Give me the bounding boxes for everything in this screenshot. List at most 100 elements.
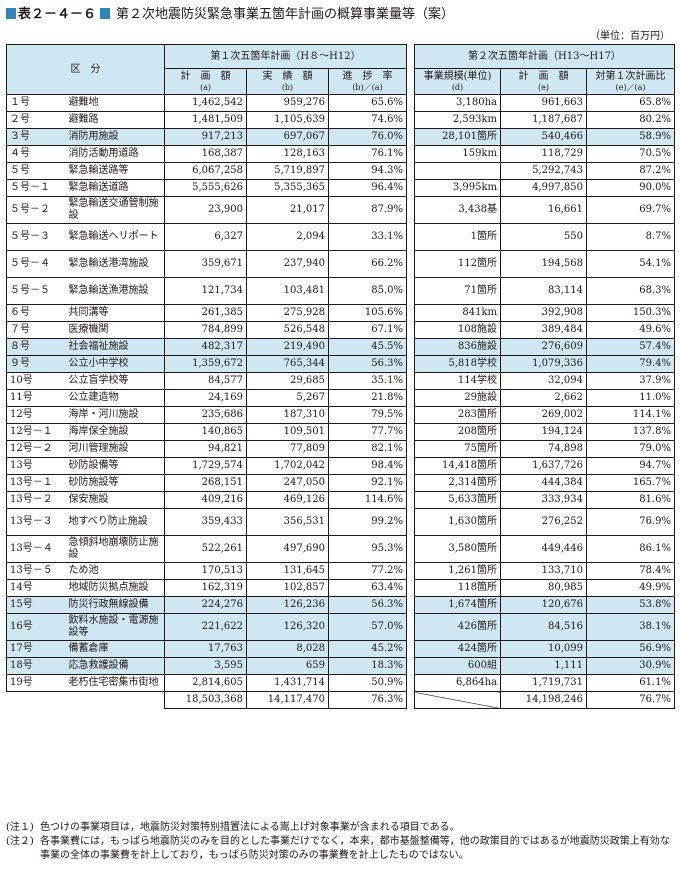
ratio-cell: 53.8% <box>586 596 675 614</box>
planned-amount-cell: 24,169 <box>164 389 247 407</box>
row-code: 13号－３ <box>6 508 67 536</box>
row-code: ８号 <box>6 338 67 356</box>
scale-cell: 3,180ha <box>414 94 501 112</box>
row-code: ５号－３ <box>6 223 67 251</box>
planned-amount-cell: 140,865 <box>164 423 247 441</box>
scale-cell <box>414 162 501 180</box>
actual-amount-cell: 1,105,639 <box>246 111 329 129</box>
progress-cell: 99.2% <box>328 508 407 536</box>
table-row: 112箇所 194,568 54.1% <box>414 250 675 278</box>
planned-amount2-cell: 1,111 <box>500 657 587 675</box>
scale-cell: 836施設 <box>414 338 501 356</box>
progress-cell: 96.4% <box>328 179 407 197</box>
planned-amount2-cell: 269,002 <box>500 406 587 424</box>
table-row: 1,261箇所 133,710 78.4% <box>414 562 675 580</box>
progress-cell: 79.5% <box>328 406 407 424</box>
row-code: 18号 <box>6 657 67 675</box>
table-row: 2,593km 1,187,687 80.2% <box>414 111 675 129</box>
notes: (注１) 色つけの事業項目は，地震防災対策特別措置法による嵩上げ対象事業が含まれる… <box>6 821 674 863</box>
row-code: 13号 <box>6 457 67 475</box>
row-code: 13号－１ <box>6 474 67 492</box>
scale-cell: 3,438基 <box>414 196 501 224</box>
row-name: ため池 <box>66 562 165 580</box>
total-planned-amount: 18,503,368 <box>164 691 247 709</box>
progress-cell: 85.0% <box>328 277 407 305</box>
table-row: 13号－２ 保安施設 409,216 469,126 114.6% <box>6 491 407 509</box>
actual-amount-cell: 29,685 <box>246 372 329 390</box>
ratio-cell: 65.8% <box>586 94 675 112</box>
scale-cell: 283箇所 <box>414 406 501 424</box>
actual-amount-cell: 1,431,714 <box>246 674 329 692</box>
row-code: 12号－１ <box>6 423 67 441</box>
row-code: 13号－２ <box>6 491 67 509</box>
total-row: 14,198,246 76.7% <box>414 691 675 709</box>
row-code: 10号 <box>6 372 67 390</box>
planned-amount-cell: 917,213 <box>164 128 247 146</box>
scale-cell: 6,864ha <box>414 674 501 692</box>
planned-amount-cell: 121,734 <box>164 277 247 305</box>
progress-cell: 92.1% <box>328 474 407 492</box>
planned-amount-sub: (a) <box>199 82 211 92</box>
row-code: 19号 <box>6 674 67 692</box>
row-name: 防災行政無線設備 <box>66 596 165 614</box>
table-number: 表２－４－６ <box>18 7 97 22</box>
progress-cell: 98.4% <box>328 457 407 475</box>
planned-amount-cell: 1,359,672 <box>164 355 247 373</box>
ratio-cell: 70.5% <box>586 145 675 163</box>
table-row: 13号 砂防設備等 1,729,574 1,702,042 98.4% <box>6 457 407 475</box>
table-row: 118箇所 80,985 49.9% <box>414 579 675 597</box>
ratio-cell: 80.2% <box>586 111 675 129</box>
ratio-cell: 76.9% <box>586 508 675 536</box>
planned-amount-header: 計 画 額 (a) <box>164 68 247 95</box>
row-code: 16号 <box>6 613 67 641</box>
row-code: ９号 <box>6 355 67 373</box>
planned-amount2-cell: 80,985 <box>500 579 587 597</box>
ratio-cell: 165.7% <box>586 474 675 492</box>
row-name: 緊急輸送路等 <box>66 162 165 180</box>
planned-amount-cell: 482,317 <box>164 338 247 356</box>
table-row: 13号－５ ため池 170,513 131,645 77.2% <box>6 562 407 580</box>
planned-amount-cell: 1,729,574 <box>164 457 247 475</box>
row-code: 12号 <box>6 406 67 424</box>
progress-cell: 77.2% <box>328 562 407 580</box>
row-code: ５号－２ <box>6 196 67 224</box>
ratio-cell: 86.1% <box>586 535 675 563</box>
total-planned-amount2: 14,198,246 <box>500 691 587 709</box>
actual-amount-cell: 8,028 <box>246 640 329 658</box>
row-code: ２号 <box>6 111 67 129</box>
planned-amount-cell: 224,276 <box>164 596 247 614</box>
ratio-cell: 11.0% <box>586 389 675 407</box>
planned-amount-cell: 168,387 <box>164 145 247 163</box>
row-name: 医療機関 <box>66 321 165 339</box>
scale-cell: 426箇所 <box>414 613 501 641</box>
planned-amount2-cell: 120,676 <box>500 596 587 614</box>
planned-amount-cell: 6,067,258 <box>164 162 247 180</box>
scale-cell: 5,633箇所 <box>414 491 501 509</box>
unit-label: （単位：百万円） <box>590 31 670 42</box>
note-text: 各事業費には，もっぱら地震防災のみを目的とした事業だけでなく，本来，都市基盤整備… <box>40 836 670 861</box>
progress-cell: 56.3% <box>328 596 407 614</box>
table-row: 13号－１ 砂防施設等 268,151 247,050 92.1% <box>6 474 407 492</box>
actual-amount-cell: 77,809 <box>246 440 329 458</box>
actual-amount-cell: 765,344 <box>246 355 329 373</box>
planned-amount-cell: 162,319 <box>164 579 247 597</box>
row-name: 共同溝等 <box>66 304 165 322</box>
row-name: 海岸・河川施設 <box>66 406 165 424</box>
plan2-header: 第２次五箇年計画（H13～H17） <box>414 44 675 69</box>
table-row: 5,818学校 1,079,336 79.4% <box>414 355 675 373</box>
progress-cell: 50.9% <box>328 674 407 692</box>
row-name: 老朽住宅密集市街地 <box>66 674 165 692</box>
planned-amount2-header: 計 画 額 (e) <box>500 68 587 95</box>
table-row: ３号 消防用施設 917,213 697,067 76.0% <box>6 128 407 146</box>
planned-amount-cell: 3,595 <box>164 657 247 675</box>
actual-amount-cell: 1,702,042 <box>246 457 329 475</box>
table-row: 11号 公立建造物 24,169 5,267 21.8% <box>6 389 407 407</box>
table-row: 6,864ha 1,719,731 61.1% <box>414 674 675 692</box>
table-row: 5,292,743 87.2% <box>414 162 675 180</box>
actual-amount-cell: 102,857 <box>246 579 329 597</box>
scale-cell: 208箇所 <box>414 423 501 441</box>
table-row: 12号－２ 河川管理施設 94,821 77,809 82.1% <box>6 440 407 458</box>
note-2: (注２) 各事業費には，もっぱら地震防災のみを目的とした事業だけでなく，本来，都市… <box>6 835 674 863</box>
scale-cell: 841km <box>414 304 501 322</box>
actual-amount-cell: 5,355,365 <box>246 179 329 197</box>
